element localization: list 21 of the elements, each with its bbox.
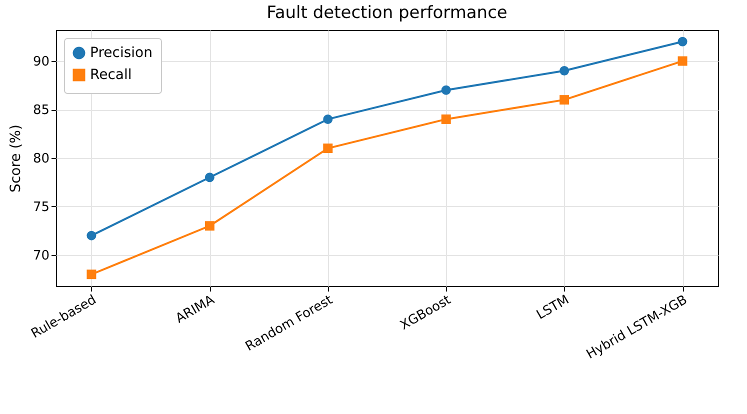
point bbox=[678, 56, 688, 66]
point bbox=[678, 36, 688, 46]
y-tick-label: 80 bbox=[32, 152, 50, 166]
y-tick-label: 85 bbox=[32, 103, 50, 118]
point bbox=[441, 85, 451, 95]
point bbox=[560, 95, 570, 105]
point bbox=[204, 221, 214, 231]
point bbox=[204, 172, 214, 182]
chart-title: Fault detection performance bbox=[266, 3, 508, 23]
point bbox=[86, 270, 96, 280]
y-tick-label: 70 bbox=[32, 248, 50, 264]
point bbox=[323, 114, 333, 124]
point bbox=[560, 66, 570, 76]
y-tick-label: 75 bbox=[32, 200, 50, 215]
y-tick-label: 90 bbox=[32, 54, 50, 70]
legend-label: Recall bbox=[90, 67, 132, 83]
point bbox=[441, 114, 451, 124]
point bbox=[323, 144, 333, 154]
point bbox=[86, 230, 96, 240]
legend-label: Precision bbox=[90, 45, 152, 61]
y-axis-title: Score (%) bbox=[8, 124, 24, 192]
